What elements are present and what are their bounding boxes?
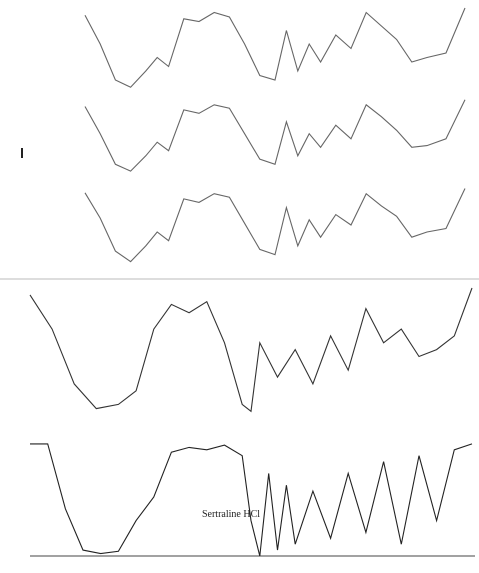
spectrum-line — [30, 443, 473, 557]
spectrum-line — [84, 7, 466, 88]
spectrum-line — [84, 188, 466, 263]
annotation: Sertraline HCl — [202, 509, 260, 520]
spectrum-line — [84, 99, 466, 172]
spectrum-line — [29, 287, 473, 413]
